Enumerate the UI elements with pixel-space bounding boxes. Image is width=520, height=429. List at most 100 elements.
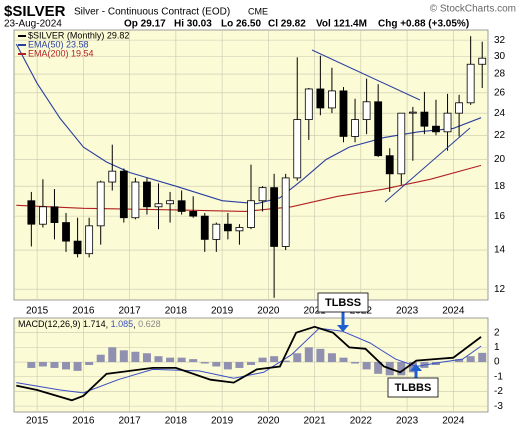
histogram-bar <box>212 362 221 367</box>
candle-body <box>362 101 371 120</box>
histogram-bar <box>177 357 186 363</box>
histogram-bar <box>27 362 36 368</box>
x-tick-label: 2019 <box>211 306 234 317</box>
histogram-bar <box>478 352 487 363</box>
x-tick-label: 2019 <box>211 416 234 427</box>
candle-body <box>85 225 94 255</box>
candle-body <box>351 119 359 137</box>
quote-item: Lo 26.50 <box>221 19 261 30</box>
x-tick-label: 2021 <box>303 306 326 317</box>
y-tick-label: -3 <box>494 401 503 412</box>
histogram-bar <box>73 362 82 371</box>
histogram-bar <box>223 362 232 370</box>
candle-body <box>50 206 59 223</box>
y-tick-label: 32 <box>494 35 506 46</box>
quote-item: Op 29.17 <box>124 19 166 30</box>
x-tick-label: 2015 <box>26 306 49 317</box>
x-tick-label: 2020 <box>257 416 280 427</box>
candle-body <box>200 215 209 240</box>
histogram-bar <box>397 362 406 376</box>
candle-body <box>339 90 348 137</box>
histogram-bar <box>374 362 383 374</box>
histogram-bar <box>270 356 279 363</box>
candle-body <box>154 203 163 208</box>
legend-label: EMA(200) 19.54 <box>28 48 94 58</box>
candle-body <box>177 200 186 212</box>
candle-body <box>432 125 440 133</box>
histogram-bar <box>258 357 267 363</box>
x-tick-label: 2021 <box>303 416 326 427</box>
candle-body <box>316 88 325 109</box>
candle-body <box>96 181 105 227</box>
y-tick-label: 18 <box>494 181 506 192</box>
histogram-bar <box>131 351 140 363</box>
legend-label: 0.628 <box>138 319 161 329</box>
candle-body <box>73 240 82 255</box>
line <box>16 325 482 402</box>
histogram-bar <box>50 362 59 368</box>
x-tick-label: 2024 <box>442 306 465 317</box>
y-tick-label: 28 <box>494 69 506 80</box>
candle-body <box>385 155 394 175</box>
histogram-bar <box>408 362 417 373</box>
candle-body <box>420 111 429 127</box>
candle-body <box>119 170 128 219</box>
histogram-bar <box>281 360 290 363</box>
candle-body <box>478 57 487 65</box>
candle-body <box>455 102 463 114</box>
x-tick-label: 2023 <box>396 416 419 427</box>
line <box>16 327 482 394</box>
y-tick-label: 12 <box>494 284 506 295</box>
quote-item: Cl 29.82 <box>268 19 306 30</box>
candle-body <box>27 200 36 225</box>
quote-item: Vol 121.4M <box>316 19 367 30</box>
histogram-bar <box>142 353 151 363</box>
legend-label: MACD(12,26,9) <box>18 319 81 329</box>
y-tick-label: 20 <box>494 154 506 165</box>
x-tick-label: 2022 <box>350 416 373 427</box>
candle-body <box>62 222 70 242</box>
candle-body <box>131 181 140 219</box>
annotation-label: TLBSS <box>325 297 361 309</box>
histogram-bar <box>85 362 94 365</box>
line <box>16 164 482 212</box>
annotation-label: TLBBS <box>395 382 432 394</box>
y-tick-label: 14 <box>494 245 506 256</box>
histogram-bar <box>108 347 117 363</box>
annotation-box <box>387 377 439 398</box>
histogram-bar <box>304 347 313 363</box>
candle-body <box>270 187 279 247</box>
legend-label: $SILVER (Monthly) 29.82 <box>28 30 129 40</box>
histogram-bar <box>327 353 336 363</box>
candle-body <box>328 90 336 109</box>
x-tick-label: 2016 <box>72 416 95 427</box>
candle-body <box>408 111 417 114</box>
x-tick-label: 2018 <box>165 416 188 427</box>
y-tick-label: 26 <box>494 87 506 98</box>
candle-body <box>235 227 244 232</box>
x-tick-label: 2017 <box>118 416 141 427</box>
annotation-arrowhead <box>410 364 422 371</box>
histogram-bar <box>38 362 47 367</box>
histogram-bar <box>247 362 255 365</box>
macd-legend: MACD(12,26,9) 1.714, 1.085, 0.628 <box>18 319 161 329</box>
candle-body <box>293 119 302 179</box>
histogram-bar <box>62 362 71 370</box>
legend-label: EMA(50) 23.58 <box>28 39 89 49</box>
description: Silver - Continuous Contract (EOD) <box>74 7 230 18</box>
x-tick-label: 2015 <box>26 416 49 427</box>
x-tick-label: 2017 <box>118 306 141 317</box>
legend-label: 1.714 <box>83 319 106 329</box>
annotation-box <box>317 292 369 313</box>
histogram-bar <box>362 362 371 370</box>
histogram-bar <box>189 359 198 363</box>
trend-line <box>384 127 471 203</box>
quote-item: Hi 30.03 <box>174 19 212 30</box>
candle-body <box>281 177 290 247</box>
annotation-arrowhead <box>337 325 349 332</box>
histogram-bar <box>154 356 163 363</box>
candle-body <box>374 101 383 157</box>
y-tick-label: 22 <box>494 130 506 141</box>
credit: © StockCharts.com <box>430 4 516 15</box>
y-tick-label: 16 <box>494 211 506 222</box>
